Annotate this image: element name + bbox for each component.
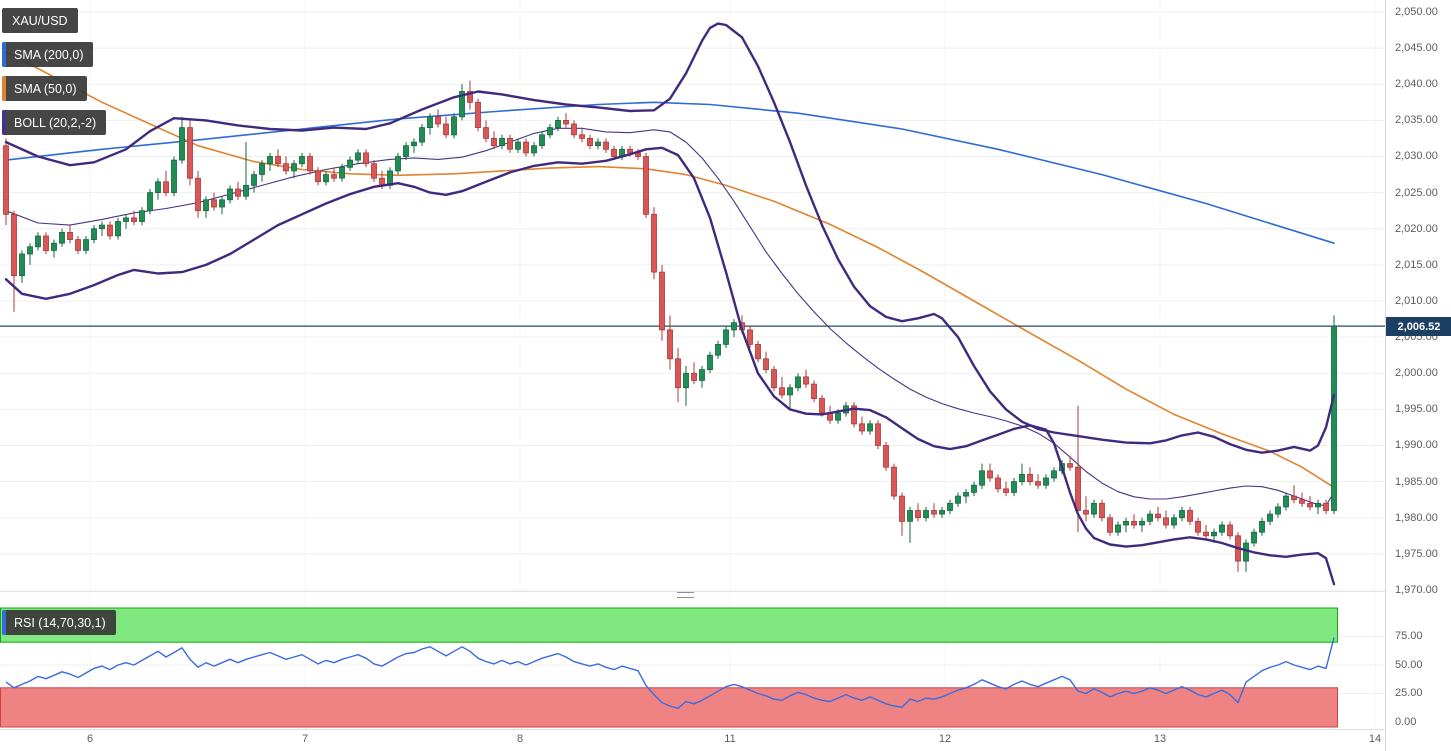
rsi-tick: 50.00 [1395, 659, 1423, 671]
price-tick: 1,990.00 [1395, 439, 1438, 451]
rsi-tick: 0.00 [1395, 716, 1417, 728]
date-tick: 7 [301, 733, 309, 745]
panel-divider [0, 591, 1385, 592]
price-axis[interactable]: 2,050.00 2,045.00 2,040.00 2,035.00 2,03… [1385, 0, 1451, 751]
price-tick: 1,995.00 [1395, 403, 1438, 415]
symbol-label: XAU/USD [12, 13, 68, 28]
rsi-legend-badge[interactable]: RSI (14,70,30,1) [2, 610, 116, 635]
price-tick: 2,015.00 [1395, 259, 1438, 271]
price-tick: 2,030.00 [1395, 150, 1438, 162]
sma50-color-stripe [2, 76, 6, 101]
legend-item-sma50[interactable]: SMA (50,0) [2, 76, 87, 101]
sma200-label: SMA (200,0) [14, 47, 84, 62]
rsi-tick: 25.00 [1395, 687, 1423, 699]
current-price-value: 2,006.52 [1397, 320, 1441, 333]
rsi-color-stripe [2, 610, 6, 635]
sma50-label: SMA (50,0) [14, 81, 77, 96]
price-tick: 1,970.00 [1395, 584, 1438, 596]
price-tick: 2,045.00 [1395, 42, 1438, 54]
date-tick: 11 [724, 733, 736, 745]
sma200-color-stripe [2, 42, 6, 67]
price-tick: 2,000.00 [1395, 367, 1438, 379]
rsi-tick: 75.00 [1395, 630, 1423, 642]
boll-label: BOLL (20,2,-2) [14, 115, 97, 130]
date-tick: 13 [1153, 733, 1167, 745]
price-tick: 2,035.00 [1395, 114, 1438, 126]
date-tick: 12 [938, 733, 952, 745]
price-tick: 2,010.00 [1395, 295, 1438, 307]
time-axis[interactable]: 6 7 8 11 12 13 14 [0, 733, 1385, 751]
legend: XAU/USD SMA (200,0) SMA (50,0) BOLL (20,… [2, 8, 107, 135]
price-tick: 2,050.00 [1395, 6, 1438, 18]
date-tick: 6 [86, 733, 94, 745]
symbol-badge[interactable]: XAU/USD [2, 8, 78, 33]
price-tick: 2,020.00 [1395, 223, 1438, 235]
panel-resize-handle[interactable] [677, 592, 694, 598]
date-tick: 8 [516, 733, 524, 745]
price-tick: 1,985.00 [1395, 476, 1438, 488]
boll-color-stripe [2, 110, 6, 135]
price-tick: 1,975.00 [1395, 548, 1438, 560]
current-price-badge: 2,006.52 [1386, 317, 1451, 336]
price-tick: 2,025.00 [1395, 187, 1438, 199]
price-tick: 1,980.00 [1395, 512, 1438, 524]
legend-item-boll[interactable]: BOLL (20,2,-2) [2, 110, 107, 135]
price-tick: 2,040.00 [1395, 78, 1438, 90]
time-axis-border [0, 729, 1451, 730]
legend-item-sma200[interactable]: SMA (200,0) [2, 42, 94, 67]
date-tick: 14 [1368, 733, 1382, 745]
rsi-label: RSI (14,70,30,1) [14, 615, 106, 630]
